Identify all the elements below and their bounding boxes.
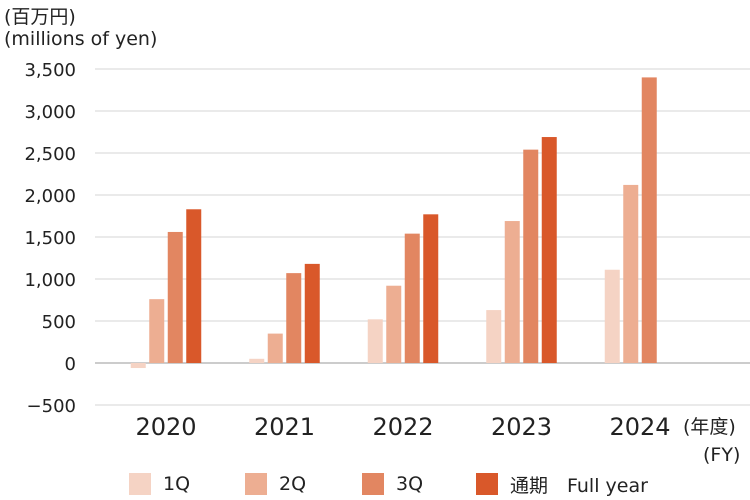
legend-label: 通期 Full year — [510, 474, 648, 497]
x-tick-label: 2024 — [609, 413, 670, 441]
legend-label: 1Q — [163, 473, 191, 495]
y-tick-label: −500 — [27, 396, 76, 417]
bar — [604, 269, 620, 363]
y-axis-unit-label: (百万円) (millions of yen) — [4, 6, 157, 50]
y-tick-label: 500 — [42, 312, 76, 333]
bar — [641, 77, 657, 364]
x-tick-label: 2020 — [135, 413, 196, 441]
legend-item: 3Q — [362, 470, 423, 498]
bar — [167, 231, 183, 363]
y-axis-unit-label-ja: (百万円) — [4, 6, 76, 28]
legend-label: 2Q — [279, 473, 307, 495]
x-axis-unit-label-en: (FY) — [703, 444, 741, 466]
y-tick-label: 2,000 — [24, 186, 76, 207]
x-tick-label: 2022 — [372, 413, 433, 441]
legend-swatch — [129, 473, 151, 495]
legend-swatch — [245, 473, 267, 495]
legend-item: 2Q — [245, 470, 306, 498]
bar-chart: −500 0 500 1,000 1,500 2,000 2,500 3,000 3,500 20… — [24, 60, 750, 441]
bar — [149, 299, 165, 363]
y-tick-label: 3,000 — [24, 102, 76, 123]
legend-item: 1Q — [129, 470, 190, 498]
legend-label: 3Q — [396, 473, 424, 495]
legend-swatch — [476, 473, 498, 495]
x-tick-label: 2023 — [491, 413, 552, 441]
y-tick-label: 1,000 — [24, 270, 76, 291]
bar — [423, 214, 439, 363]
bar — [130, 363, 146, 369]
y-tick-label: 0 — [65, 354, 76, 375]
bar — [186, 209, 202, 363]
bar — [386, 285, 402, 363]
bar — [267, 333, 283, 363]
bar — [367, 319, 383, 363]
bar — [623, 184, 639, 363]
bar — [304, 263, 320, 363]
bar — [523, 149, 539, 363]
legend-swatch — [362, 473, 384, 495]
y-tick-label: 2,500 — [24, 144, 76, 165]
y-tick-label: 3,500 — [24, 60, 76, 81]
bar — [286, 273, 302, 363]
bar — [486, 310, 502, 363]
bar — [404, 233, 420, 363]
bar — [541, 137, 557, 363]
legend-item: 通期 Full year — [476, 470, 648, 498]
bar — [504, 221, 520, 363]
x-axis-unit-label-ja: (年度) — [683, 416, 736, 438]
x-tick-label: 2021 — [254, 413, 315, 441]
chart-legend: 1Q 2Q 3Q 通期 Full year — [0, 470, 750, 498]
bar — [249, 358, 265, 363]
y-axis-unit-label-en: (millions of yen) — [4, 28, 158, 50]
y-tick-label: 1,500 — [24, 228, 76, 249]
